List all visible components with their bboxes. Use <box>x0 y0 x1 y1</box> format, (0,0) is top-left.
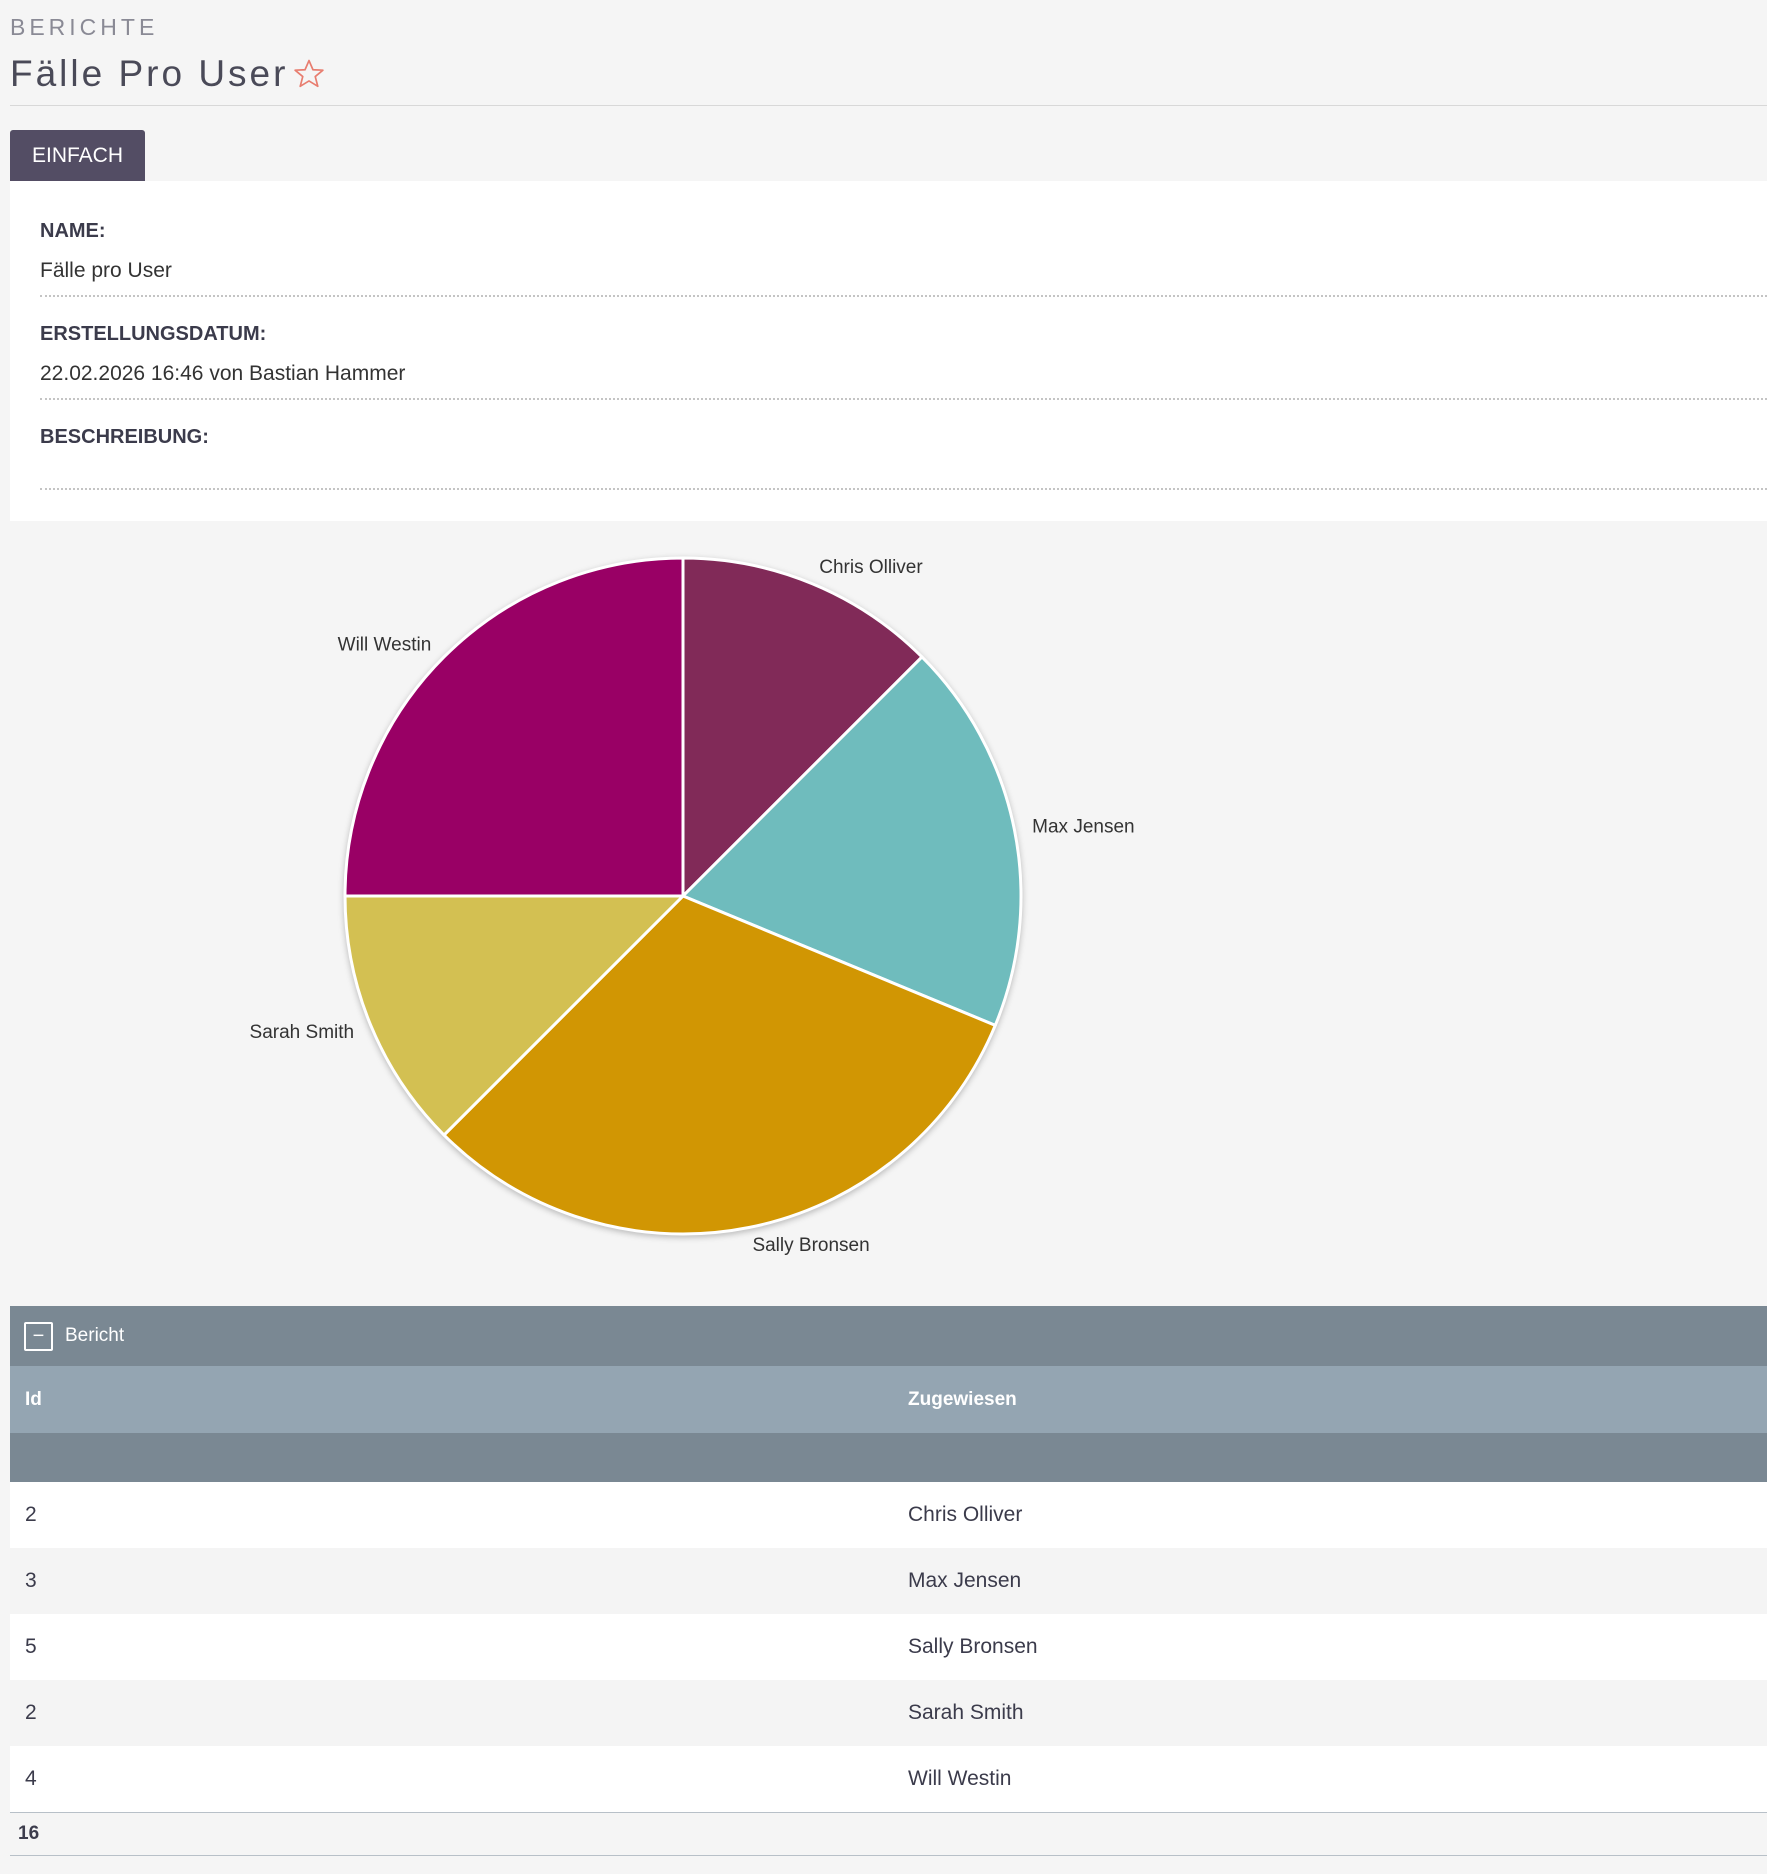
pie-slice-sarah-smith[interactable] <box>343 894 685 1137</box>
favorite-star-icon[interactable] <box>292 57 326 91</box>
pie-label: Will Westin <box>338 634 432 655</box>
name-label: NAME: <box>40 220 106 242</box>
filter-row <box>10 1433 1767 1482</box>
cell-zugewiesen: Will Westin <box>908 1767 1012 1790</box>
report-header: − Bericht <box>10 1306 1767 1366</box>
header-divider <box>10 105 1767 106</box>
pie-chart: Chris Olliver Max Jensen Sally Bronsen Sara… <box>0 530 1767 1270</box>
created-value: 22.02.2026 16:46 von Bastian Hammer <box>40 362 406 385</box>
cell-id: 2 <box>25 1503 37 1526</box>
divider <box>40 488 1767 490</box>
cell-id: 2 <box>25 1701 37 1724</box>
detail-panel: NAME: Fälle pro User ERSTELLUNGSDATUM: 2… <box>10 181 1767 521</box>
created-label: ERSTELLUNGSDATUM: <box>40 323 267 345</box>
pie-label: Sarah Smith <box>250 1022 355 1043</box>
total-row: 16 <box>10 1812 1767 1856</box>
table-row[interactable]: 2 Chris Olliver <box>10 1482 1767 1548</box>
table-row[interactable]: 2 Sarah Smith <box>10 1680 1767 1746</box>
pie-slice-will-westin[interactable] <box>343 556 685 898</box>
description-label: BESCHREIBUNG: <box>40 426 209 448</box>
total-value: 16 <box>18 1823 40 1844</box>
cell-id: 5 <box>25 1635 37 1658</box>
cell-zugewiesen: Chris Olliver <box>908 1503 1023 1526</box>
table-row[interactable]: 5 Sally Bronsen <box>10 1614 1767 1680</box>
report-section: − Bericht Id Zugewiesen 2 Chris Olliver 3 M… <box>10 1306 1767 1856</box>
title-row: Fälle Pro User <box>10 53 326 95</box>
breadcrumb[interactable]: BERICHTE <box>10 14 159 40</box>
collapse-toggle-button[interactable]: − <box>24 1321 53 1351</box>
pie-slice-sally-bronsen[interactable] <box>442 894 997 1236</box>
cell-id: 4 <box>25 1767 37 1790</box>
column-header-id[interactable]: Id <box>25 1388 42 1410</box>
table-header: Id Zugewiesen <box>10 1366 1767 1433</box>
table-body: 2 Chris Olliver 3 Max Jensen 5 Sally Bronsen 2… <box>10 1482 1767 1812</box>
description-field: BESCHREIBUNG: <box>40 426 1767 465</box>
cell-id: 3 <box>25 1569 37 1592</box>
divider <box>40 295 1767 297</box>
cell-zugewiesen: Sarah Smith <box>908 1701 1024 1724</box>
pie-slice-chris-olliver[interactable] <box>681 556 924 898</box>
report-title: Bericht <box>65 1325 125 1346</box>
tab-einfach[interactable]: EINFACH <box>10 130 145 181</box>
name-field: NAME: Fälle pro User <box>40 220 1767 283</box>
created-field: ERSTELLUNGSDATUM: 22.02.2026 16:46 von B… <box>40 323 1767 386</box>
pie-label: Chris Olliver <box>819 557 923 578</box>
name-value: Fälle pro User <box>40 259 172 282</box>
divider <box>40 398 1767 400</box>
pie-chart-svg: Chris Olliver Max Jensen Sally Bronsen Sara… <box>250 556 1135 1256</box>
column-header-zugewiesen[interactable]: Zugewiesen <box>908 1388 1017 1410</box>
table-row[interactable]: 3 Max Jensen <box>10 1548 1767 1614</box>
cell-zugewiesen: Max Jensen <box>908 1569 1022 1592</box>
page-header: BERICHTE Fälle Pro User <box>10 14 326 95</box>
pie-slice-max-jensen[interactable] <box>681 655 1023 1027</box>
page-title: Fälle Pro User <box>10 53 289 94</box>
pie-label: Sally Bronsen <box>752 1235 869 1256</box>
table-row[interactable]: 4 Will Westin <box>10 1746 1767 1812</box>
pie-label: Max Jensen <box>1032 817 1134 838</box>
cell-zugewiesen: Sally Bronsen <box>908 1635 1038 1658</box>
